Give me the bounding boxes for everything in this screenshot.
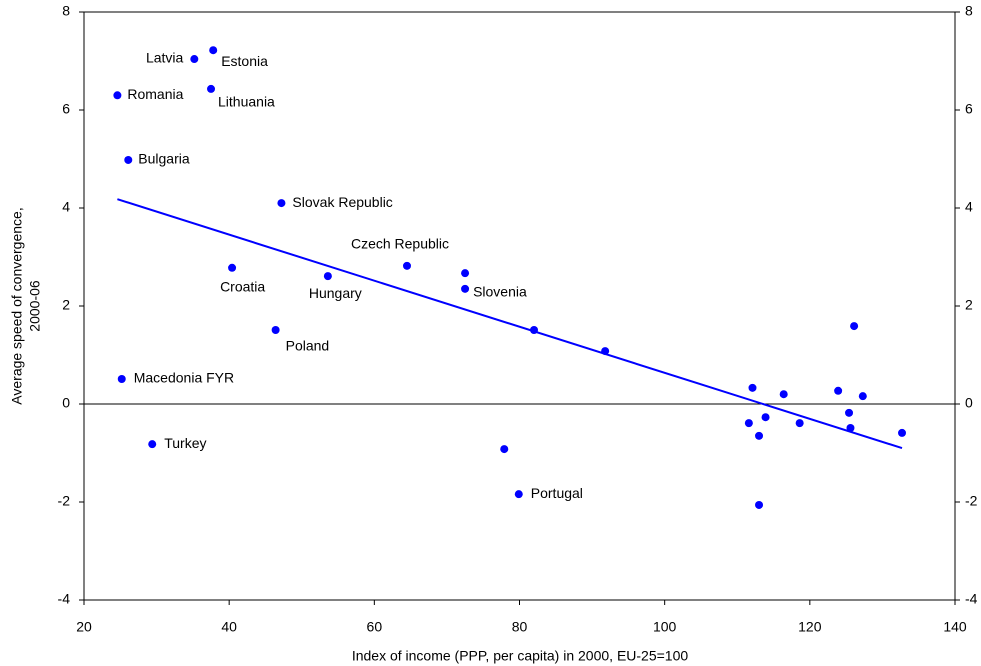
point <box>755 431 764 440</box>
point <box>500 445 509 454</box>
plot-frame <box>83 11 956 601</box>
y2-tick-label: 8 <box>965 3 973 19</box>
point-label: Latvia <box>146 50 184 66</box>
trend-line <box>117 198 903 450</box>
y2-tick-label: 4 <box>965 199 973 215</box>
point <box>834 386 843 395</box>
point <box>117 375 126 384</box>
point <box>779 390 788 399</box>
point-label: Bulgaria <box>138 151 190 167</box>
y-axis-title: 2000-06 <box>27 280 43 332</box>
point <box>858 392 867 401</box>
point <box>850 322 859 331</box>
point <box>461 284 470 293</box>
x-tick-label: 60 <box>367 619 383 635</box>
x-tick-label: 80 <box>512 619 528 635</box>
point <box>845 408 854 417</box>
point-label: Czech Republic <box>351 236 449 252</box>
point-label: Slovak Republic <box>292 194 392 210</box>
point <box>846 424 855 433</box>
point-label: Poland <box>286 338 330 354</box>
point <box>113 91 122 100</box>
point <box>761 413 770 422</box>
y2-tick-label: -2 <box>965 493 978 509</box>
x-tick-label: 120 <box>798 619 822 635</box>
point-label: Turkey <box>164 435 206 451</box>
y-tick-label: 4 <box>62 199 70 215</box>
point-label: Estonia <box>221 53 268 69</box>
point-label: Macedonia FYR <box>134 370 234 386</box>
point <box>744 419 753 428</box>
x-tick-label: 140 <box>943 619 967 635</box>
x-axis-title: Index of income (PPP, per capita) in 200… <box>352 648 689 664</box>
y-tick-label: 0 <box>62 395 70 411</box>
point-label: Croatia <box>220 278 265 294</box>
point-label: Slovenia <box>473 284 527 300</box>
y-tick-label: -4 <box>58 591 71 607</box>
point <box>601 347 610 356</box>
point <box>277 199 286 208</box>
x-tick-label: 40 <box>221 619 237 635</box>
point <box>209 46 218 55</box>
point <box>898 428 907 437</box>
point <box>755 500 764 509</box>
y2-tick-label: 0 <box>965 395 973 411</box>
point <box>271 326 280 335</box>
point <box>190 55 199 64</box>
y-tick-label: 6 <box>62 101 70 117</box>
y-tick-label: 2 <box>62 297 70 313</box>
point <box>461 269 470 278</box>
point <box>228 263 237 272</box>
point <box>748 383 757 392</box>
point <box>530 326 539 335</box>
point-label: Portugal <box>531 485 583 501</box>
y2-tick-label: 2 <box>965 297 973 313</box>
point-label: Lithuania <box>218 94 275 110</box>
x-tick-label: 20 <box>76 619 92 635</box>
y2-tick-label: 6 <box>965 101 973 117</box>
point <box>795 419 804 428</box>
point <box>124 155 133 164</box>
y-tick-label: 8 <box>62 3 70 19</box>
point <box>514 490 523 499</box>
point-label: Romania <box>127 86 183 102</box>
y-tick-label: -2 <box>58 493 71 509</box>
point <box>402 261 411 270</box>
point <box>148 440 157 449</box>
y2-tick-label: -4 <box>965 591 978 607</box>
point <box>207 84 216 93</box>
x-tick-label: 100 <box>653 619 677 635</box>
point <box>323 272 332 281</box>
point-label: Hungary <box>309 285 362 301</box>
y-axis-title: Average speed of convergence, <box>9 207 25 404</box>
